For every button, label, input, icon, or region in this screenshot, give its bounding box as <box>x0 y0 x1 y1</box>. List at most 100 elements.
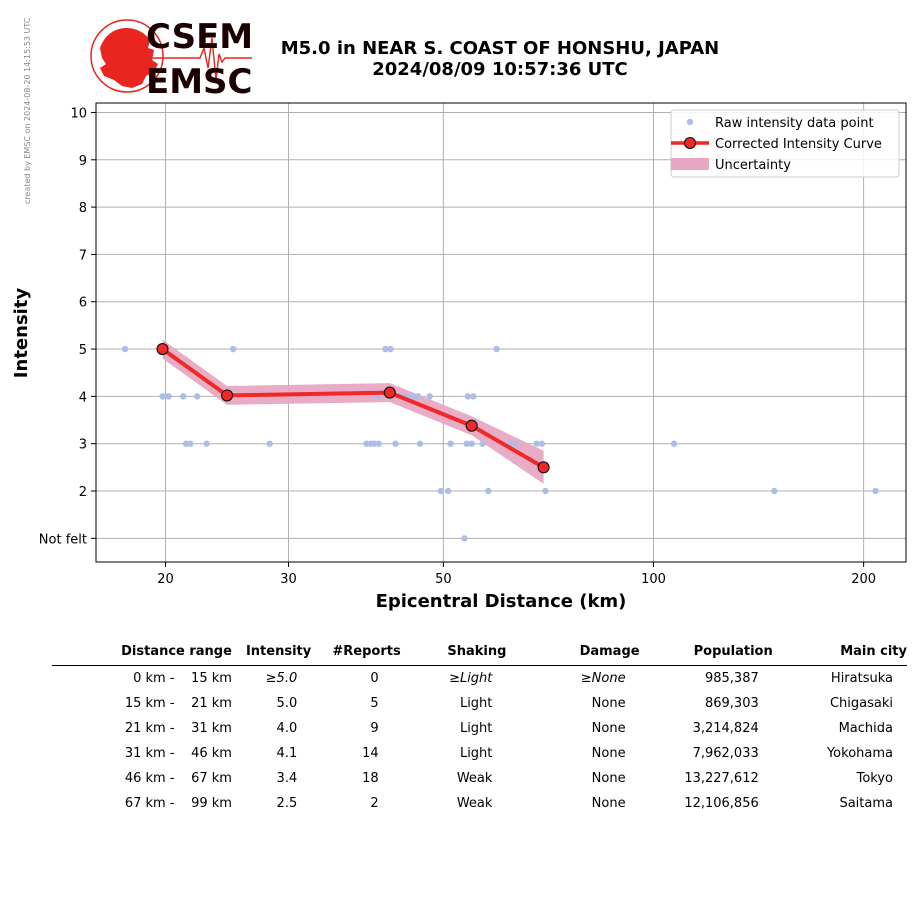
title-line1: M5.0 in NEAR S. COAST OF HONSHU, JAPAN <box>280 38 720 59</box>
table-row: 15 km - 21 km 5.0 5 Light None 869,303 Chigasa… <box>52 691 907 716</box>
raw-point-26 <box>447 440 454 447</box>
y-tick-label-6: 6 <box>79 296 87 311</box>
legend-curve-label: Corrected Intensity Curve <box>715 137 882 152</box>
raw-point-8 <box>230 345 237 353</box>
cell-reports: 0 <box>370 671 379 686</box>
curve-marker-3 <box>465 419 478 432</box>
header-damage: Damage <box>506 640 640 666</box>
x-axis-ticks: 20 30 50 100 200 <box>157 562 876 587</box>
y-axis-label: Intensity <box>11 288 32 379</box>
curve-marker-1 <box>221 389 234 402</box>
cell-population: 3,214,824 <box>692 721 759 736</box>
logo-seismogram-icon <box>148 37 252 81</box>
cell-damage: None <box>591 796 626 811</box>
cell-damage: ≥None <box>580 671 626 686</box>
raw-point-17 <box>392 440 399 447</box>
cell-main-city: Chigasaki <box>829 696 893 711</box>
table-row: 0 km - 15 km ≥5.0 0 ≥Light ≥None 985,387 Hirat… <box>52 666 907 692</box>
y-tick-label-2: 2 <box>79 485 87 500</box>
uncertainty-band <box>162 339 544 484</box>
legend-curve-marker <box>683 136 697 150</box>
cell-damage: None <box>591 721 626 736</box>
table-row: 67 km - 99 km 2.5 2 Weak None 12,106,856 Saita… <box>52 791 907 816</box>
uncertainty-band-area <box>162 339 544 484</box>
corrected-curve <box>156 343 550 474</box>
raw-point-21 <box>414 393 422 400</box>
cell-population: 869,303 <box>704 696 759 711</box>
cell-reports: 5 <box>370 696 379 711</box>
raw-point-33 <box>485 487 492 495</box>
cell-intensity: 3.4 <box>276 771 298 786</box>
raw-point-5 <box>187 440 194 447</box>
raw-point-27 <box>461 535 468 542</box>
raw-point-10 <box>363 440 370 447</box>
cell-population: 13,227,612 <box>684 771 759 786</box>
cell-shaking: Light <box>459 696 493 711</box>
cell-shaking: Light <box>459 721 493 736</box>
cell-shaking: ≥Light <box>449 671 493 686</box>
cell-damage: None <box>591 771 626 786</box>
y-axis-ticks: Not felt 2 3 4 5 6 7 8 9 10 <box>39 106 96 547</box>
cell-distance-range: 21 km - 31 km <box>124 721 232 736</box>
legend-raw-marker <box>686 118 694 126</box>
raw-point-38 <box>538 440 546 447</box>
cell-population: 985,387 <box>704 671 759 686</box>
x-axis-label: Epicentral Distance (km) <box>376 591 627 612</box>
cell-intensity: 4.0 <box>276 721 298 736</box>
cell-damage: None <box>591 746 626 761</box>
raw-point-3 <box>180 393 187 400</box>
cell-main-city: Machida <box>838 721 893 736</box>
raw-point-6 <box>193 393 201 400</box>
table-row: 21 km - 31 km 4.0 9 Light None 3,214,824 Machi… <box>52 716 907 741</box>
intensity-chart: 20 30 50 100 200 Not felt 2 3 4 5 6 7 8 9 10 Epicentr… <box>11 102 907 612</box>
x-tick-label-30: 30 <box>280 572 297 587</box>
raw-point-2 <box>165 393 172 400</box>
raw-point-12 <box>370 440 378 447</box>
legend-raw-label: Raw intensity data point <box>715 116 874 131</box>
creation-note: created by EMSC on 2024-08-20 14:15:53 U… <box>23 17 32 204</box>
cell-reports: 18 <box>362 771 379 786</box>
cell-distance-range: 15 km - 21 km <box>124 696 232 711</box>
cell-distance-range: 0 km - 15 km <box>133 671 232 686</box>
cell-distance-range: 46 km - 67 km <box>124 771 232 786</box>
raw-point-36 <box>512 440 519 447</box>
cell-reports: 14 <box>362 746 379 761</box>
legend-uncertainty-swatch <box>671 158 709 170</box>
cell-distance-range: 31 km - 46 km <box>124 746 232 761</box>
logo-line2: EMSC <box>146 62 253 98</box>
y-tick-label-9: 9 <box>79 154 87 169</box>
raw-point-32 <box>479 440 486 447</box>
cell-intensity: ≥5.0 <box>265 671 298 686</box>
table-row: 46 km - 67 km 3.4 18 Weak None 13,227,612 Toky… <box>52 766 907 791</box>
curve-marker-4 <box>537 461 550 474</box>
cell-intensity: 2.5 <box>276 796 298 811</box>
cell-damage: None <box>591 696 626 711</box>
y-tick-label-4: 4 <box>79 390 87 405</box>
raw-point-39 <box>542 487 549 495</box>
raw-point-23 <box>426 393 433 400</box>
cell-main-city: Tokyo <box>856 771 893 786</box>
raw-point-31 <box>470 393 477 400</box>
header-intensity: Intensity <box>231 640 312 666</box>
raw-point-40 <box>670 440 678 447</box>
raw-point-24 <box>437 487 445 495</box>
emsc-logo: CSEM EMSC <box>90 18 253 98</box>
raw-point-7 <box>203 440 210 447</box>
y-tick-label-5: 5 <box>79 343 87 358</box>
raw-point-9 <box>266 440 273 447</box>
raw-point-20 <box>410 393 417 400</box>
raw-point-16 <box>387 345 394 353</box>
raw-point-22 <box>416 440 424 447</box>
header-population: Population <box>639 640 773 666</box>
creation-note-text: created by EMSC on 2024-08-20 14:15:53 U… <box>23 17 32 204</box>
raw-point-28 <box>463 440 470 447</box>
header-reports: #Reports <box>311 640 401 666</box>
cell-shaking: Weak <box>456 796 493 811</box>
cell-main-city: Saitama <box>839 796 893 811</box>
cell-intensity: 5.0 <box>276 696 298 711</box>
cell-population: 12,106,856 <box>684 796 759 811</box>
table-header-row: Distance range Intensity #Reports Shakin… <box>52 640 907 666</box>
raw-point-34 <box>493 345 500 353</box>
raw-point-41 <box>771 487 778 495</box>
x-tick-label-50: 50 <box>435 572 452 587</box>
